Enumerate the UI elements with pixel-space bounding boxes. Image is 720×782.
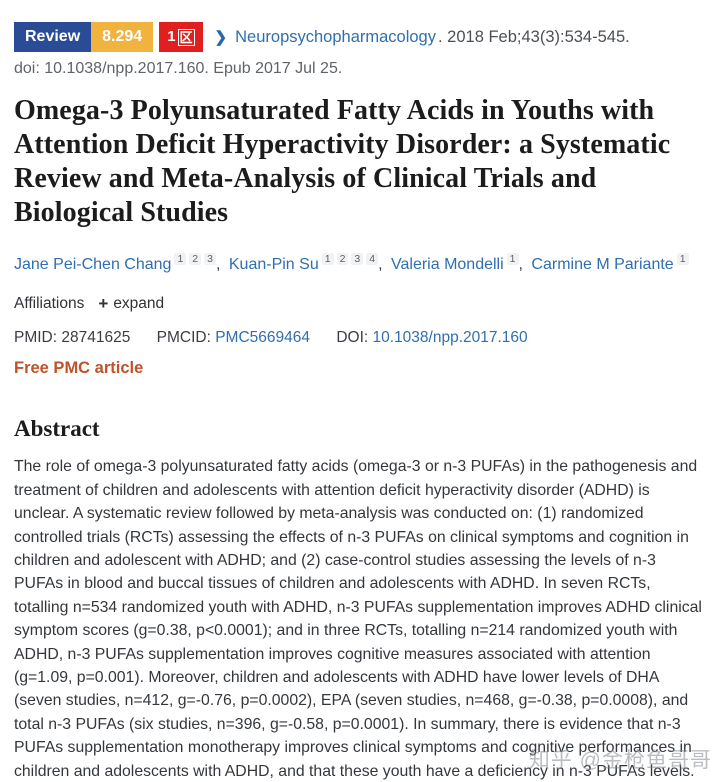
quartile-zone-glyph: 区 xyxy=(177,28,195,46)
doi-epub-line: doi: 10.1038/npp.2017.160. Epub 2017 Jul… xyxy=(14,60,343,77)
affiliation-superscript[interactable]: 1 xyxy=(321,253,334,265)
affiliation-superscript[interactable]: 1 xyxy=(174,253,187,265)
pmcid-label: PMCID: xyxy=(156,329,211,347)
author-separator: , xyxy=(215,256,221,274)
identifiers-row: PMID: 28741625 PMCID: PMC5669464 DOI: 10… xyxy=(14,329,706,347)
affiliation-superscript[interactable]: 3 xyxy=(204,253,216,265)
author-item: Jane Pei-Chen Chang 1 2 3, xyxy=(14,253,224,274)
plus-icon[interactable]: + xyxy=(98,294,109,314)
doi-group: DOI: 10.1038/npp.2017.160 xyxy=(336,329,527,346)
pmcid-link[interactable]: PMC5669464 xyxy=(215,329,311,347)
doi-label: DOI: xyxy=(336,329,369,347)
affiliation-superscript[interactable]: 1 xyxy=(506,253,519,265)
pmid-value: 28741625 xyxy=(61,329,131,347)
pmid-label: PMID: xyxy=(14,329,58,347)
impact-factor-badge: 8.294 xyxy=(91,22,154,52)
abstract-text: The role of omega-3 polyunsaturated fatt… xyxy=(14,458,702,780)
affiliation-superscript[interactable]: 2 xyxy=(336,253,349,265)
author-link[interactable]: Kuan-Pin Su xyxy=(228,256,319,274)
article-title: Omega-3 Polyunsaturated Fatty Acids in Y… xyxy=(14,95,671,228)
affiliation-superscript[interactable]: 4 xyxy=(366,253,379,265)
author-link[interactable]: Carmine M Pariante xyxy=(531,256,674,274)
abstract-heading: Abstract xyxy=(14,416,100,442)
pmid-group: PMID: 28741625 xyxy=(14,329,130,346)
affiliations-row: Affiliations + expand xyxy=(14,294,706,314)
citation-text: . 2018 Feb;43(3):534-545. xyxy=(438,27,630,46)
affiliations-button[interactable]: Affiliations xyxy=(14,295,85,313)
author-item: Carmine M Pariante 1 xyxy=(531,253,689,274)
author-separator: , xyxy=(518,256,523,274)
author-link[interactable]: Jane Pei-Chen Chang xyxy=(14,256,172,274)
affiliation-superscript[interactable]: 1 xyxy=(676,253,689,265)
free-pmc-article-label: Free PMC article xyxy=(14,359,144,378)
author-item: Valeria Mondelli 1, xyxy=(391,253,527,274)
affiliation-superscript[interactable]: 3 xyxy=(351,253,364,265)
affiliation-superscript[interactable]: 2 xyxy=(189,253,202,265)
authors-list: Jane Pei-Chen Chang 1 2 3, Kuan-Pin Su 1 2 3 4,… xyxy=(14,253,706,274)
author-link[interactable]: Valeria Mondelli xyxy=(391,256,504,274)
author-separator: , xyxy=(378,256,383,274)
chevron-right-icon[interactable]: ❯ xyxy=(214,29,228,46)
review-type-badge: Review xyxy=(14,22,92,52)
pmcid-group: PMCID: PMC5669464 xyxy=(157,329,310,346)
author-item: Kuan-Pin Su 1 2 3 4, xyxy=(228,253,387,274)
doi-link[interactable]: 10.1038/npp.2017.160 xyxy=(372,329,528,347)
quartile-number: 1 xyxy=(167,28,176,45)
expand-button[interactable]: expand xyxy=(113,295,165,313)
journal-link[interactable]: Neuropsychopharmacology xyxy=(235,27,436,46)
